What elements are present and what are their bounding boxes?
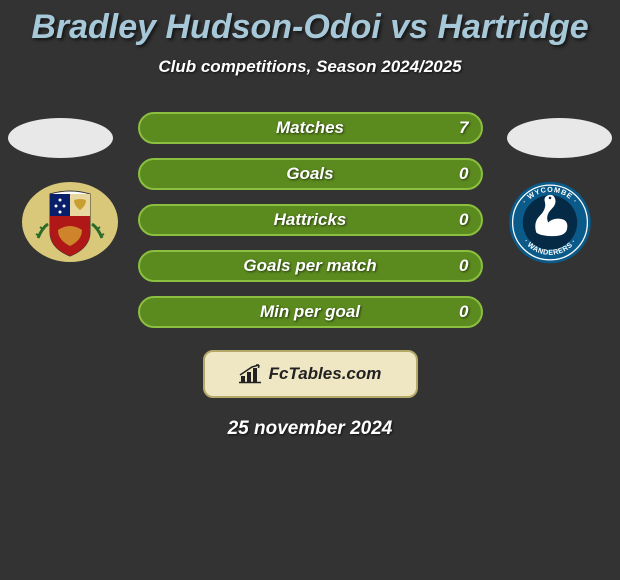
stat-row: Matches 7 — [138, 112, 483, 144]
subtitle: Club competitions, Season 2024/2025 — [0, 57, 620, 77]
snapshot-date: 25 november 2024 — [0, 418, 620, 440]
stats-area: Matches 7 Goals 0 Hattricks 0 Goals per match 0… — [0, 112, 620, 440]
stat-value-right: 0 — [459, 164, 468, 184]
bar-chart-icon — [239, 364, 263, 384]
stat-row: Min per goal 0 — [138, 296, 483, 328]
stat-row: Goals 0 — [138, 158, 483, 190]
stat-value-right: 0 — [459, 302, 468, 322]
page-title: Bradley Hudson-Odoi vs Hartridge — [0, 0, 620, 47]
stat-label: Matches — [276, 118, 344, 138]
stat-label: Hattricks — [274, 210, 347, 230]
stat-value-right: 7 — [459, 118, 468, 138]
stat-label: Goals per match — [243, 256, 376, 276]
stat-label: Goals — [286, 164, 333, 184]
stat-value-right: 0 — [459, 210, 468, 230]
comparison-infographic: Bradley Hudson-Odoi vs Hartridge Club co… — [0, 0, 620, 580]
fctables-attribution: FcTables.com — [203, 350, 418, 398]
stat-row: Hattricks 0 — [138, 204, 483, 236]
fctables-label: FcTables.com — [269, 364, 382, 384]
stat-row: Goals per match 0 — [138, 250, 483, 282]
stat-label: Min per goal — [260, 302, 360, 322]
stat-rows-container: Matches 7 Goals 0 Hattricks 0 Goals per match 0… — [138, 112, 483, 328]
stat-value-right: 0 — [459, 256, 468, 276]
